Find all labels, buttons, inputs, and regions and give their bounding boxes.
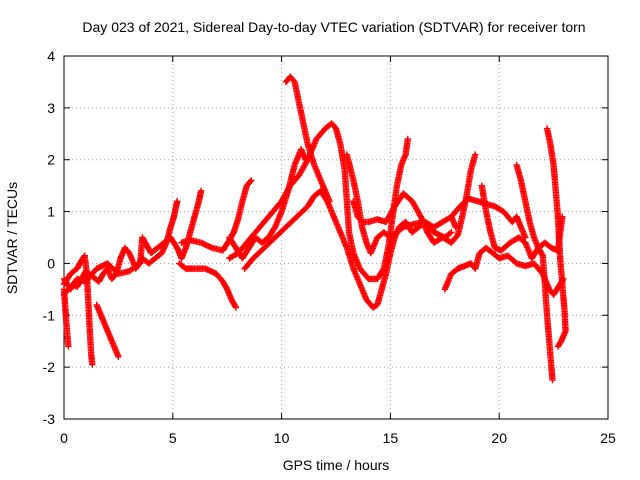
y-tick-label: 2 xyxy=(47,152,55,168)
data-point xyxy=(65,343,72,350)
data-point xyxy=(549,376,556,384)
y-tick-label: 3 xyxy=(47,100,55,116)
y-tick-label: 1 xyxy=(47,204,55,220)
grid xyxy=(64,56,608,419)
x-tick-label: 20 xyxy=(491,430,507,446)
y-tick-label: -2 xyxy=(43,359,56,375)
x-tick-label: 0 xyxy=(60,430,68,446)
chart-title: Day 023 of 2021, Sidereal Day-to-day VTE… xyxy=(82,19,585,35)
data-point xyxy=(231,303,239,310)
x-tick-label: 25 xyxy=(600,430,616,446)
x-axis-label: GPS time / hours xyxy=(283,457,390,473)
x-tick-label: 10 xyxy=(274,430,290,446)
data-point xyxy=(173,198,181,205)
data-point xyxy=(89,361,96,368)
data-point xyxy=(246,178,254,185)
data-point xyxy=(247,177,255,184)
y-tick-label: 0 xyxy=(47,255,55,271)
data-point xyxy=(472,151,479,158)
data-point xyxy=(290,77,297,84)
x-tick-label: 15 xyxy=(383,430,399,446)
data-point xyxy=(232,304,240,311)
y-tick-label: 4 xyxy=(47,48,55,64)
y-axis-label: SDTVAR / TECUs xyxy=(4,182,20,294)
data-point xyxy=(404,135,412,143)
data-point xyxy=(197,187,205,195)
data-point xyxy=(554,343,562,350)
data-series xyxy=(60,73,569,384)
axes xyxy=(63,55,609,420)
y-tick-label: -3 xyxy=(43,411,56,427)
data-point xyxy=(538,251,546,258)
tick-labels: 0 5 10 15 20 25 -3 -2 -1 0 1 2 3 4 xyxy=(43,48,616,446)
data-point xyxy=(302,156,309,163)
data-point xyxy=(115,353,122,360)
data-point xyxy=(555,341,562,349)
data-point xyxy=(446,230,454,237)
data-point xyxy=(448,229,455,236)
y-tick-label: -1 xyxy=(43,307,56,323)
x-tick-label: 5 xyxy=(169,430,177,446)
plot-frame xyxy=(63,55,609,420)
